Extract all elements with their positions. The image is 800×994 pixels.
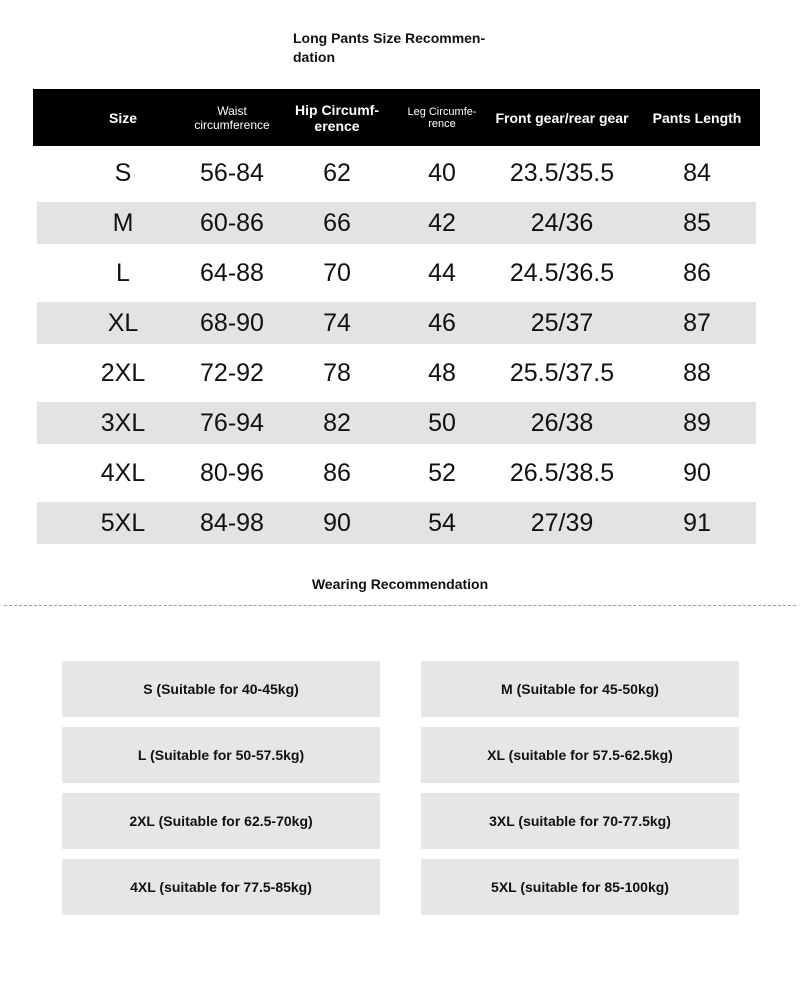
table-cell: 54 <box>428 509 456 537</box>
column-header: Size <box>108 109 138 126</box>
column-header: Leg Circumfe-rence <box>407 105 477 130</box>
table-cell: 3XL <box>100 409 146 437</box>
table-cell: 26.5/38.5 <box>509 459 615 487</box>
table-cell: 74 <box>323 309 351 337</box>
table-cell: 40 <box>428 159 456 187</box>
table-cell: 64-88 <box>200 259 264 287</box>
table-cell: 50 <box>428 409 456 437</box>
wearing-card: S (Suitable for 40-45kg) <box>62 661 380 717</box>
column-header: Front gear/rear gear <box>495 109 629 126</box>
table-cell: 42 <box>428 209 456 237</box>
table-cell: 52 <box>428 459 456 487</box>
column-header: Hip Circumf-erence <box>295 101 379 134</box>
table-row: S 56-84 62 40 23.5/35.5 84 <box>37 152 756 194</box>
table-cell: 84 <box>683 159 711 187</box>
table-cell: 24/36 <box>530 209 594 237</box>
table-cell: 60-86 <box>200 209 264 237</box>
wearing-card: L (Suitable for 50-57.5kg) <box>62 727 380 783</box>
table-cell: 90 <box>323 509 351 537</box>
table-cell: 84-98 <box>200 509 264 537</box>
table-cell: 27/39 <box>530 509 594 537</box>
table-row: L 64-88 70 44 24.5/36.5 86 <box>37 252 756 294</box>
table-row: XL 68-90 74 46 25/37 87 <box>37 302 756 344</box>
table-cell: 66 <box>323 209 351 237</box>
wearing-card: 2XL (Suitable for 62.5-70kg) <box>62 793 380 849</box>
table-cell: 88 <box>683 359 711 387</box>
page-title: Long Pants Size Recommen-dation <box>293 30 486 65</box>
table-cell: 89 <box>683 409 711 437</box>
table-cell: 25/37 <box>530 309 594 337</box>
table-cell: 24.5/36.5 <box>509 259 615 287</box>
wearing-card: XL (suitable for 57.5-62.5kg) <box>421 727 739 783</box>
table-header: Size Waist circumference Hip Circumf-erenc… <box>33 89 760 146</box>
wearing-title: Wearing Recommendation <box>311 576 489 592</box>
table-row: 2XL 72-92 78 48 25.5/37.5 88 <box>37 352 756 394</box>
table-cell: 56-84 <box>200 159 264 187</box>
table-cell: 86 <box>683 259 711 287</box>
wearing-card: M (Suitable for 45-50kg) <box>421 661 739 717</box>
table-cell: 72-92 <box>200 359 264 387</box>
table-cell: 82 <box>323 409 351 437</box>
table-cell: 85 <box>683 209 711 237</box>
table-row: 3XL 76-94 82 50 26/38 89 <box>37 402 756 444</box>
wearing-card: 3XL (suitable for 70-77.5kg) <box>421 793 739 849</box>
table-cell: L <box>116 259 130 287</box>
table-cell: 25.5/37.5 <box>509 359 615 387</box>
column-header: Waist circumference <box>194 103 270 132</box>
table-cell: 86 <box>323 459 351 487</box>
table-cell: 5XL <box>100 509 146 537</box>
table-row: 5XL 84-98 90 54 27/39 91 <box>37 502 756 544</box>
table-cell: 2XL <box>100 359 146 387</box>
table-cell: 90 <box>683 459 711 487</box>
table-row: 4XL 80-96 86 52 26.5/38.5 90 <box>37 452 756 494</box>
table-cell: XL <box>107 309 139 337</box>
table-cell: 62 <box>323 159 351 187</box>
table-cell: 76-94 <box>200 409 264 437</box>
table-cell: 46 <box>428 309 456 337</box>
table-cell: 91 <box>683 509 711 537</box>
table-cell: 78 <box>323 359 351 387</box>
table-cell: 26/38 <box>530 409 594 437</box>
table-cell: 44 <box>428 259 456 287</box>
table-cell: 70 <box>323 259 351 287</box>
table-cell: 68-90 <box>200 309 264 337</box>
column-header: Pants Length <box>652 109 742 126</box>
table-cell: M <box>112 209 134 237</box>
wearing-card: 5XL (suitable for 85-100kg) <box>421 859 739 915</box>
table-cell: 4XL <box>100 459 146 487</box>
table-cell: S <box>114 159 132 187</box>
table-cell: 48 <box>428 359 456 387</box>
table-cell: 87 <box>683 309 711 337</box>
wearing-card: 4XL (suitable for 77.5-85kg) <box>62 859 380 915</box>
table-row: M 60-86 66 42 24/36 85 <box>37 202 756 244</box>
divider <box>4 605 796 606</box>
table-cell: 80-96 <box>200 459 264 487</box>
table-cell: 23.5/35.5 <box>509 159 615 187</box>
